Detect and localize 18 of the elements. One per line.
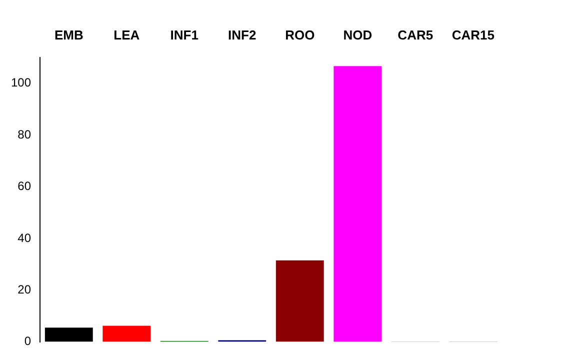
y-tick-label: 0 — [24, 334, 32, 348]
x-tick-label: INF2 — [228, 27, 256, 42]
x-tick-label: CAR15 — [452, 27, 494, 42]
bar — [276, 260, 324, 342]
y-tick-label: 20 — [18, 282, 32, 296]
y-tick-label: 60 — [18, 179, 32, 194]
bar — [102, 326, 151, 342]
y-tick-label: 40 — [18, 230, 32, 245]
x-tick-label: INF1 — [170, 27, 198, 42]
x-tick-label: ROO — [285, 27, 315, 42]
bar — [44, 328, 93, 342]
x-tick-label: NOD — [343, 27, 372, 42]
x-tick-label: CAR5 — [398, 27, 434, 42]
x-tick-label: EMB — [54, 27, 84, 42]
y-tick-label: 100 — [10, 76, 32, 90]
x-tick-label: LEA — [114, 27, 140, 42]
bar — [334, 66, 382, 342]
y-tick-label: 80 — [18, 127, 32, 142]
